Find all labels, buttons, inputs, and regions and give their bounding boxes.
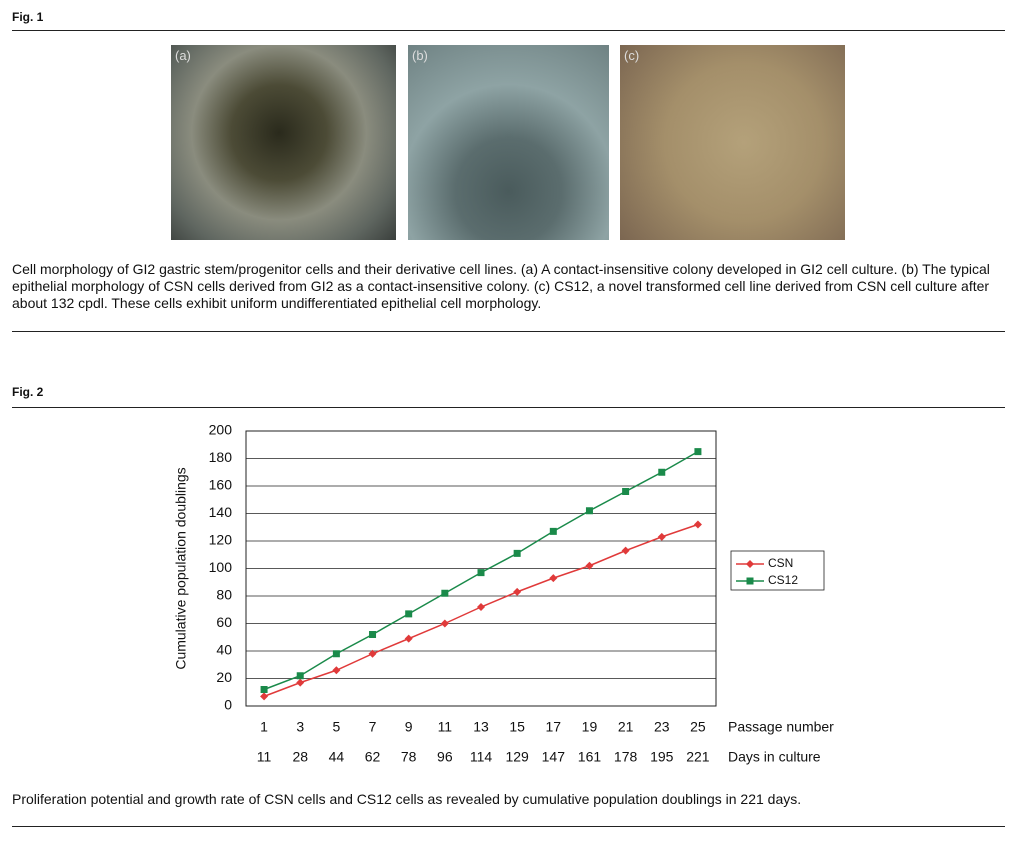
rule [12,826,1005,827]
x-tick-label: 96 [437,749,453,765]
x-tick-label: 62 [365,749,381,765]
marker [622,488,630,495]
marker [368,649,377,658]
caption: Proliferation potential and growth rate … [12,791,802,807]
rule [12,30,1005,31]
marker [694,448,702,456]
marker [405,610,413,618]
y-tick-label: 140 [209,504,233,520]
caption: Cell morphology of GI2 gastric stem/prog… [12,261,990,311]
panel-label: (b) [412,48,428,63]
x-tick-label: 25 [690,719,706,735]
y-tick-label: 120 [209,532,233,548]
marker [332,650,340,658]
x-axis-title: Passage number [728,719,834,735]
marker [513,587,522,596]
marker [513,549,521,557]
legend-label: CS12 [768,573,798,587]
y-tick-label: 60 [216,614,232,630]
x-tick-label: 161 [578,749,602,765]
marker [296,672,304,680]
x-axis-title: Days in culture [728,749,821,765]
micrograph: (c) [620,45,845,240]
y-tick-label: 100 [209,559,233,575]
marker [621,546,630,555]
x-tick-label: 11 [438,719,453,735]
x-tick-label: 9 [405,719,413,735]
plot-frame [245,430,717,707]
marker [693,520,702,529]
marker [585,561,594,570]
marker [441,589,449,597]
x-tick-label: 13 [473,719,489,735]
y-tick-label: 160 [209,477,233,493]
x-tick-label: 19 [582,719,598,735]
y-tick-label: 40 [216,642,232,658]
x-tick-label: 5 [332,719,340,735]
legend-marker [746,577,754,585]
marker [332,666,341,675]
x-tick-label: 7 [369,719,377,735]
legend-label: CSN [768,556,793,570]
panel-label: (c) [624,48,640,63]
rule [12,407,1005,408]
x-tick-label: 17 [546,719,562,735]
x-tick-label: 147 [542,749,566,765]
micrograph: (b) [408,45,609,240]
x-tick-label: 11 [257,749,272,765]
figure-label: Fig. 1 [12,10,44,24]
x-tick-label: 1 [260,719,268,735]
marker [658,468,666,476]
marker [404,634,413,643]
marker [549,527,557,535]
x-tick-label: 178 [614,749,638,765]
marker [440,619,449,628]
legend-marker [746,560,754,568]
x-tick-label: 129 [505,749,529,765]
marker [477,569,485,577]
x-tick-label: 15 [509,719,525,735]
y-tick-label: 0 [224,697,232,713]
x-tick-label: 114 [470,749,493,765]
x-tick-label: 78 [401,749,417,765]
marker [477,603,485,611]
marker [369,631,377,638]
figure-label: Fig. 2 [12,385,44,399]
marker [585,507,593,515]
marker [296,678,305,687]
x-tick-label: 21 [618,719,634,735]
micrograph: (a) [171,45,396,240]
marker [549,574,558,583]
x-tick-label: 221 [686,749,710,765]
y-axis-title: Cumulative population doublings [173,467,189,669]
rule [12,331,1005,332]
legend-box [730,550,825,591]
panel-label: (a) [175,48,191,63]
marker [260,686,268,693]
x-tick-label: 195 [650,749,674,765]
x-tick-label: 44 [329,749,345,765]
marker [260,692,269,701]
x-tick-label: 3 [296,719,304,735]
y-tick-label: 20 [216,669,232,685]
y-tick-label: 200 [209,422,233,438]
x-tick-label: 23 [654,719,670,735]
y-tick-label: 180 [209,449,233,465]
marker [657,532,666,541]
x-tick-label: 28 [292,749,308,765]
y-tick-label: 80 [216,587,232,603]
